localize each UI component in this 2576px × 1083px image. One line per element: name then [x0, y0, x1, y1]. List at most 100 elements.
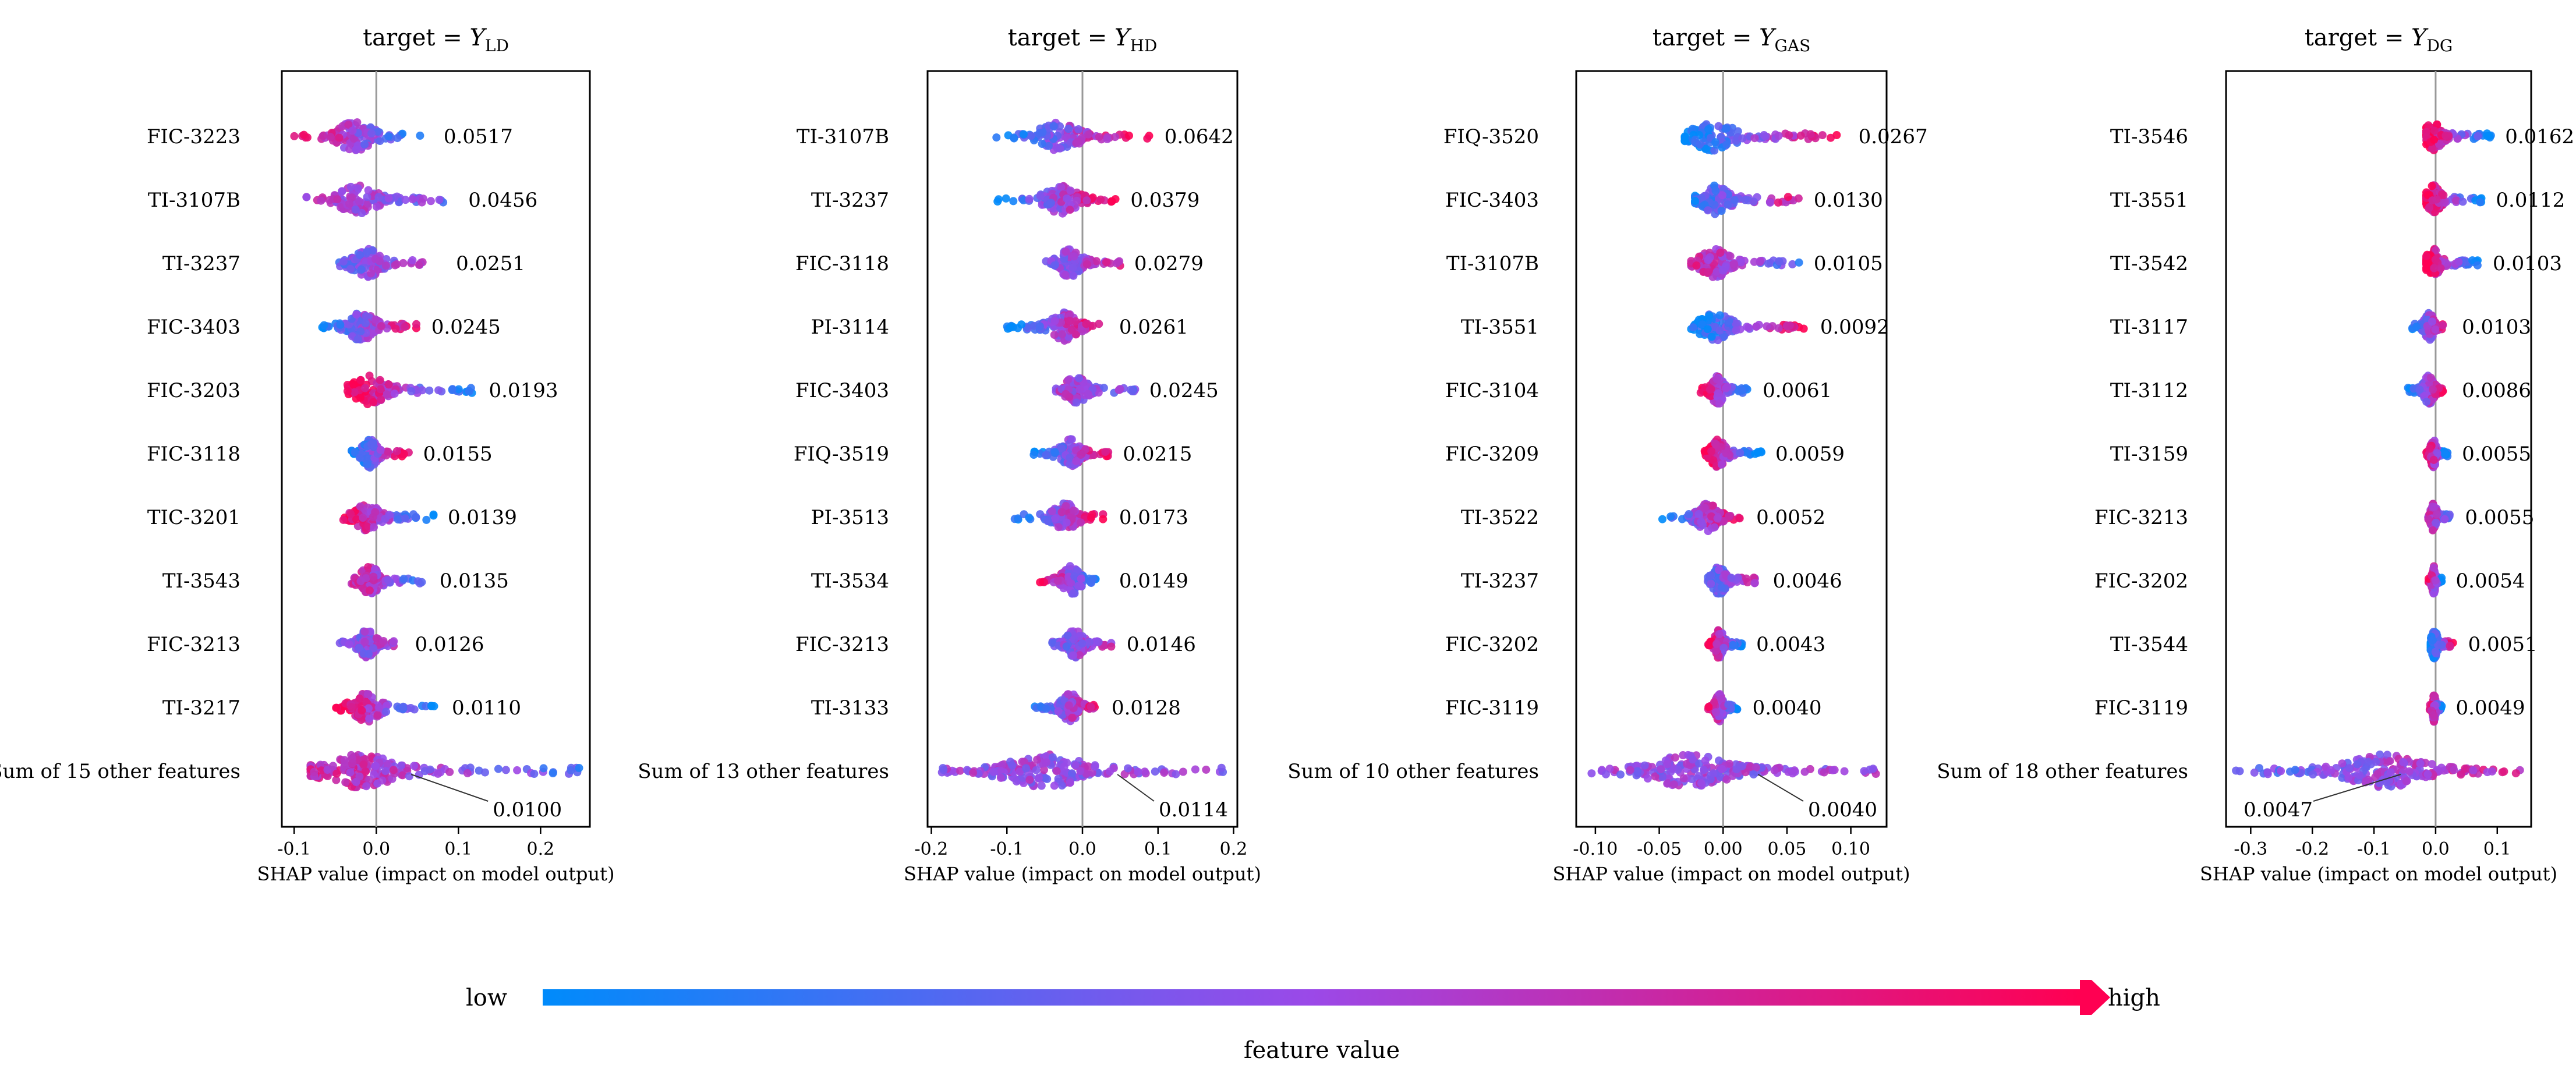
shap-dot [1869, 765, 1877, 773]
importance-value: 0.0456 [468, 189, 537, 212]
x-tick-label: 0.1 [1144, 839, 1172, 859]
feature-name: FIQ-3520 [1443, 125, 1539, 148]
feature-name: TI-3133 [811, 696, 889, 720]
shap-dot [369, 573, 377, 581]
x-tick-label: -0.1 [2357, 839, 2391, 859]
feature-name: Sum of 10 other features [1287, 760, 1539, 783]
shap-dot [345, 200, 353, 208]
shap-dot [1719, 267, 1727, 275]
feature-dots [2422, 121, 2495, 154]
feature-name: TI-3543 [162, 569, 240, 593]
feature-name: FIC-3403 [795, 379, 889, 402]
importance-value: 0.0379 [1130, 189, 1199, 212]
shap-dot [346, 510, 355, 518]
feature-name: PI-3513 [811, 506, 889, 529]
shap-dot [939, 764, 947, 772]
shap-dot [1795, 259, 1803, 267]
shap-dot [1073, 197, 1081, 205]
shap-dot [1047, 199, 1055, 207]
shap-dot [427, 197, 435, 205]
shap-dot [360, 140, 369, 148]
shap-dot [1042, 451, 1050, 459]
shap-dot [1722, 776, 1731, 784]
shap-dot [1708, 332, 1716, 341]
feature-dots [339, 501, 438, 535]
shap-dot [1730, 260, 1738, 268]
shap-dot [1697, 518, 1705, 526]
shap-dot [1172, 770, 1180, 778]
shap-dot [2476, 198, 2484, 206]
x-axis-label: SHAP value (impact on model output) [904, 863, 1261, 885]
shap-dot [2427, 374, 2435, 382]
shap-dot [348, 703, 356, 711]
shap-dot [414, 577, 422, 585]
shap-dot [1202, 766, 1210, 774]
shap-dot [1701, 504, 1709, 512]
shap-dot [1760, 131, 1768, 139]
shap-dot [1036, 192, 1045, 200]
shap-dot [1022, 764, 1030, 772]
shap-dot [333, 195, 341, 203]
importance-value: 0.0092 [1820, 316, 1889, 339]
importance-value: 0.0642 [1165, 125, 1234, 148]
importance-value: 0.0086 [2462, 379, 2531, 402]
shap-dot [371, 762, 380, 770]
shap-dot [300, 131, 308, 139]
shap-dot [436, 196, 444, 204]
feature-dots [1036, 562, 1099, 597]
shap-dot [1711, 138, 1719, 146]
shap-dot [1697, 779, 1705, 787]
shap-dot [1076, 767, 1084, 775]
shap-dot [1102, 258, 1110, 266]
shap-dot [1736, 514, 1744, 522]
importance-value: 0.0105 [1814, 252, 1883, 275]
shap-dot [310, 768, 318, 776]
shap-dot [346, 769, 354, 777]
feature-name: FIC-3223 [147, 125, 240, 148]
shap-dot [1860, 767, 1869, 775]
feature-name: TI-3107B [148, 189, 240, 212]
shap-dot [1716, 249, 1724, 257]
feature-dots [1704, 626, 1746, 661]
feature-dots [1003, 309, 1103, 345]
shap-dot [399, 575, 408, 583]
shap-dot [1218, 764, 1226, 772]
shap-dot [2426, 445, 2434, 453]
shap-dot [1722, 449, 1731, 457]
shap-dot [567, 766, 575, 774]
shap-dot [327, 133, 335, 141]
shap-dot [1587, 769, 1595, 777]
shap-dot [1707, 447, 1715, 455]
feature-dots [1011, 500, 1107, 532]
shap-dot [2430, 564, 2438, 572]
shap-dot [463, 769, 472, 777]
shap-dot [408, 256, 416, 264]
shap-dot [1696, 140, 1704, 148]
x-axis-label: SHAP value (impact on model output) [1553, 863, 1910, 885]
shap-dot [339, 516, 348, 524]
importance-value: 0.0146 [1127, 633, 1196, 656]
shap-dot [448, 385, 457, 394]
shap-dot [1784, 193, 1792, 201]
shap-dot [2422, 252, 2430, 260]
shap-dot [1068, 769, 1076, 777]
shap-dot [1737, 259, 1745, 267]
shap-dot [2474, 132, 2482, 140]
shap-dot [513, 766, 521, 774]
shap-dot [376, 137, 384, 145]
shap-dot [2454, 258, 2462, 266]
feature-name: FIC-3202 [2094, 569, 2188, 593]
shap-dot [1712, 708, 1720, 716]
shap-dot [360, 650, 368, 658]
x-tick-label: 0.2 [527, 839, 555, 859]
shap-dot [1124, 765, 1132, 773]
